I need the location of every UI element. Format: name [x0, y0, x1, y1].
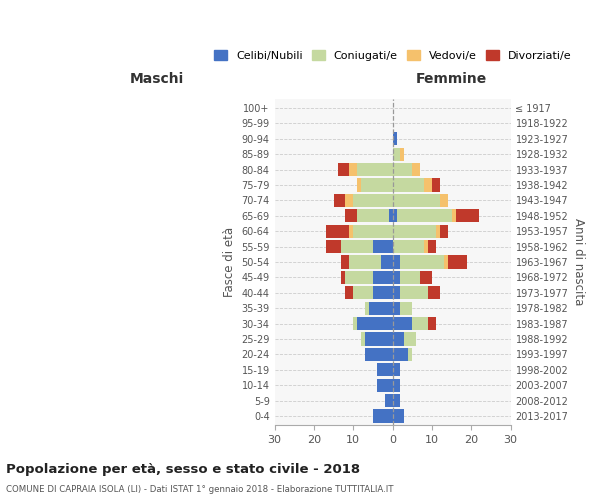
- Bar: [353, 224, 392, 238]
- Text: Maschi: Maschi: [130, 72, 184, 86]
- Y-axis label: Fasce di età: Fasce di età: [223, 227, 236, 297]
- Bar: [392, 394, 400, 407]
- Bar: [432, 178, 440, 192]
- Bar: [392, 163, 412, 176]
- Bar: [365, 348, 392, 361]
- Bar: [392, 317, 412, 330]
- Bar: [373, 410, 392, 422]
- Bar: [392, 378, 400, 392]
- Bar: [357, 163, 392, 176]
- Bar: [392, 332, 404, 345]
- Bar: [377, 364, 392, 376]
- Bar: [365, 332, 392, 345]
- Bar: [381, 256, 392, 268]
- Bar: [369, 302, 392, 315]
- Bar: [392, 256, 400, 268]
- Bar: [404, 332, 416, 345]
- Bar: [424, 240, 428, 253]
- Text: Popolazione per età, sesso e stato civile - 2018: Popolazione per età, sesso e stato civil…: [6, 462, 360, 475]
- Bar: [392, 194, 440, 207]
- Bar: [357, 210, 389, 222]
- Bar: [357, 178, 361, 192]
- Bar: [440, 224, 448, 238]
- Bar: [409, 348, 412, 361]
- Bar: [392, 224, 436, 238]
- Bar: [400, 271, 420, 284]
- Bar: [373, 286, 392, 300]
- Bar: [377, 378, 392, 392]
- Bar: [349, 256, 381, 268]
- Bar: [338, 163, 349, 176]
- Bar: [400, 286, 428, 300]
- Bar: [389, 210, 392, 222]
- Bar: [397, 210, 452, 222]
- Bar: [373, 271, 392, 284]
- Bar: [400, 302, 412, 315]
- Bar: [424, 178, 432, 192]
- Bar: [455, 210, 479, 222]
- Bar: [346, 271, 373, 284]
- Bar: [385, 394, 392, 407]
- Bar: [420, 271, 432, 284]
- Bar: [392, 132, 397, 145]
- Bar: [392, 410, 404, 422]
- Bar: [440, 194, 448, 207]
- Bar: [392, 240, 424, 253]
- Bar: [334, 194, 346, 207]
- Text: Femmine: Femmine: [416, 72, 487, 86]
- Y-axis label: Anni di nascita: Anni di nascita: [572, 218, 585, 306]
- Bar: [392, 178, 424, 192]
- Bar: [341, 271, 346, 284]
- Bar: [353, 317, 357, 330]
- Bar: [349, 224, 353, 238]
- Bar: [373, 240, 392, 253]
- Bar: [361, 332, 365, 345]
- Bar: [400, 256, 444, 268]
- Bar: [326, 224, 349, 238]
- Bar: [428, 240, 436, 253]
- Bar: [346, 194, 353, 207]
- Bar: [357, 317, 392, 330]
- Bar: [353, 286, 373, 300]
- Bar: [349, 163, 357, 176]
- Bar: [341, 240, 373, 253]
- Bar: [436, 224, 440, 238]
- Bar: [365, 302, 369, 315]
- Bar: [392, 148, 400, 160]
- Bar: [392, 364, 400, 376]
- Bar: [361, 178, 392, 192]
- Legend: Celibi/Nubili, Coniugati/e, Vedovi/e, Divorziati/e: Celibi/Nubili, Coniugati/e, Vedovi/e, Di…: [209, 46, 576, 65]
- Bar: [428, 317, 436, 330]
- Bar: [353, 194, 392, 207]
- Bar: [341, 256, 349, 268]
- Bar: [392, 271, 400, 284]
- Bar: [392, 302, 400, 315]
- Bar: [428, 286, 440, 300]
- Bar: [346, 210, 357, 222]
- Bar: [444, 256, 448, 268]
- Bar: [400, 148, 404, 160]
- Bar: [392, 286, 400, 300]
- Bar: [412, 317, 428, 330]
- Bar: [326, 240, 341, 253]
- Bar: [392, 210, 397, 222]
- Bar: [412, 163, 420, 176]
- Bar: [392, 348, 409, 361]
- Bar: [448, 256, 467, 268]
- Bar: [452, 210, 455, 222]
- Bar: [346, 286, 353, 300]
- Text: COMUNE DI CAPRAIA ISOLA (LI) - Dati ISTAT 1° gennaio 2018 - Elaborazione TUTTITA: COMUNE DI CAPRAIA ISOLA (LI) - Dati ISTA…: [6, 486, 394, 494]
